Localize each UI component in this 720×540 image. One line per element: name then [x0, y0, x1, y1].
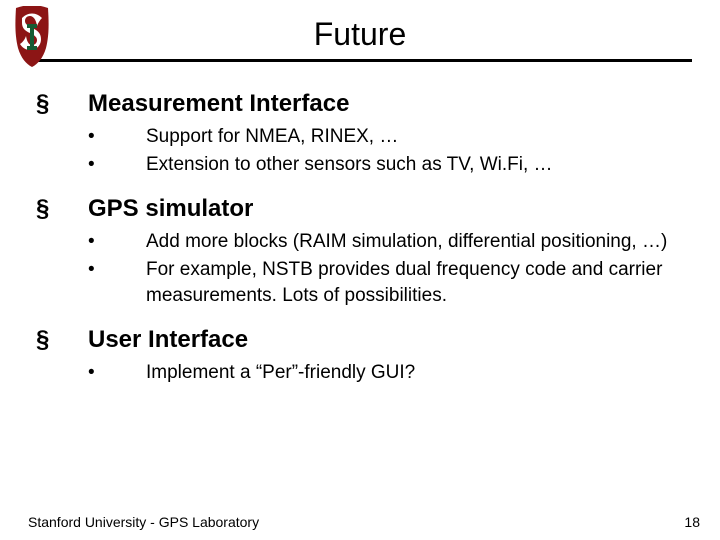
bullet-text: Implement a “Per”-friendly GUI? [146, 360, 692, 386]
bullet-item: • Add more blocks (RAIM simulation, diff… [36, 229, 692, 255]
bullet-item: • For example, NSTB provides dual freque… [36, 257, 692, 308]
section-user-interface: § User Interface • Implement a “Per”-fri… [36, 326, 692, 386]
bullet-marker: • [88, 124, 146, 150]
bullet-marker: • [88, 257, 146, 283]
title-rule [28, 59, 692, 62]
bullet-text: Add more blocks (RAIM simulation, differ… [146, 229, 692, 255]
page-number: 18 [684, 514, 700, 530]
stanford-logo [10, 6, 54, 68]
bullet-item: • Implement a “Per”-friendly GUI? [36, 360, 692, 386]
slide-title: Future [28, 16, 692, 53]
bullet-marker: • [88, 229, 146, 255]
bullet-text: For example, NSTB provides dual frequenc… [146, 257, 692, 308]
section-marker: § [36, 326, 88, 354]
section-heading-text: GPS simulator [88, 195, 253, 223]
section-heading-text: User Interface [88, 326, 248, 354]
section-header: § User Interface [36, 326, 692, 354]
footer-text: Stanford University - GPS Laboratory [28, 514, 259, 530]
bullet-marker: • [88, 152, 146, 178]
slide-content: § Measurement Interface • Support for NM… [28, 90, 692, 386]
bullet-text: Support for NMEA, RINEX, … [146, 124, 692, 150]
bullet-text: Extension to other sensors such as TV, W… [146, 152, 692, 178]
bullet-item: • Support for NMEA, RINEX, … [36, 124, 692, 150]
section-header: § GPS simulator [36, 195, 692, 223]
section-gps-simulator: § GPS simulator • Add more blocks (RAIM … [36, 195, 692, 308]
bullet-marker: • [88, 360, 146, 386]
section-heading-text: Measurement Interface [88, 90, 349, 118]
section-header: § Measurement Interface [36, 90, 692, 118]
slide: Future § Measurement Interface • Support… [0, 0, 720, 540]
section-measurement-interface: § Measurement Interface • Support for NM… [36, 90, 692, 177]
section-marker: § [36, 90, 88, 118]
bullet-item: • Extension to other sensors such as TV,… [36, 152, 692, 178]
section-marker: § [36, 195, 88, 223]
slide-footer: Stanford University - GPS Laboratory 18 [28, 514, 700, 530]
